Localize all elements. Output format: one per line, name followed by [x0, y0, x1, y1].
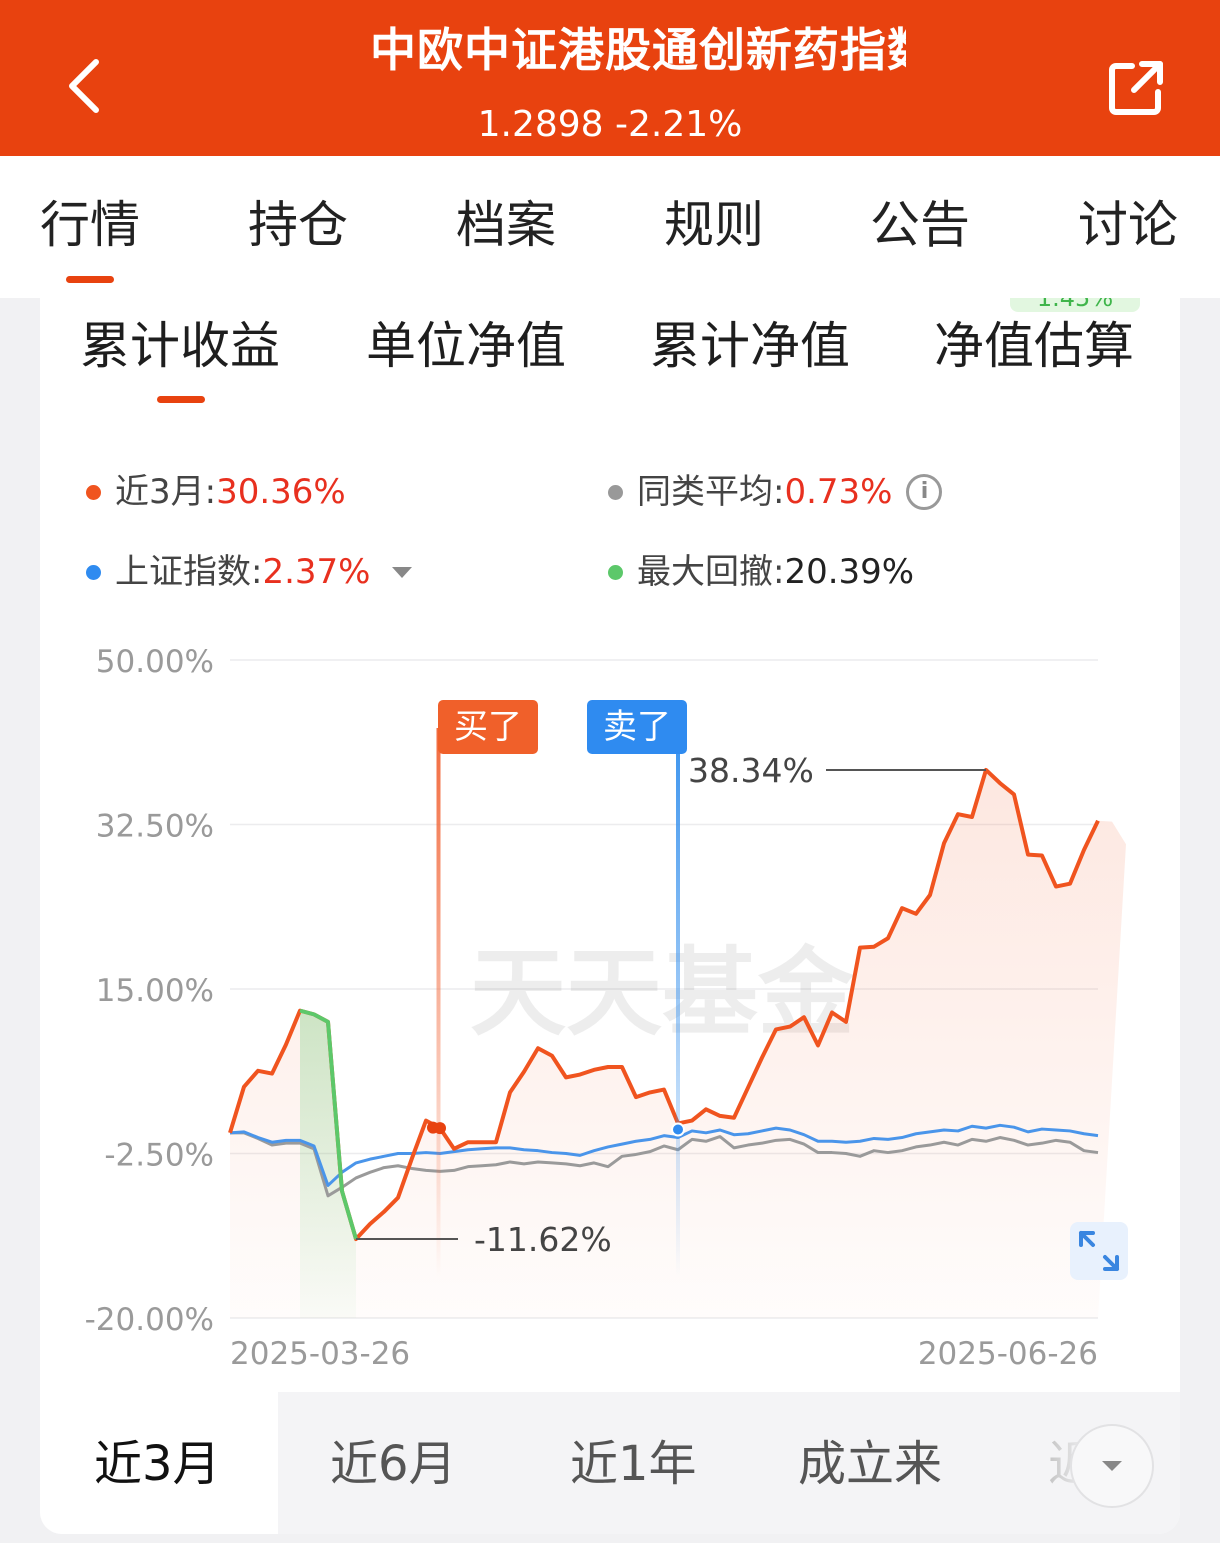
drawdown-area [300, 1010, 356, 1318]
x-tick-label: 2025-06-26 [918, 1336, 1098, 1372]
subtab-cumulative-nav[interactable]: 累计净值 [650, 317, 850, 375]
legend-fund-value: 30.36% [216, 472, 346, 512]
max-label: 38.34% [688, 751, 814, 790]
tab-discussion[interactable]: 讨论 [1078, 196, 1178, 254]
buy-tag-label: 买了 [454, 707, 522, 747]
legend-drawdown-label: 最大回撤: [637, 552, 785, 592]
subtab-cumulative-return[interactable]: 累计收益 [80, 317, 280, 375]
legend-index-value: 2.37% [262, 552, 371, 592]
y-tick-label: -2.50% [104, 1138, 214, 1174]
legend-peer: 同类平均: 0.73% i [608, 470, 943, 514]
legend-index-label: 上证指数: [115, 552, 263, 592]
legend-drawdown: 最大回撤: 20.39% [608, 550, 914, 594]
legend-fund: 近3月: 30.36% [86, 470, 346, 514]
x-tick-label: 2025-03-26 [230, 1336, 410, 1372]
y-tick-label: 15.00% [96, 973, 214, 1009]
legend-fund-dot [86, 484, 101, 500]
subtab-unit-nav[interactable]: 单位净值 [366, 317, 566, 375]
fund-price-change: 1.2898 -2.21% [477, 104, 743, 145]
tab-active-indicator [66, 276, 114, 283]
share-icon [1109, 61, 1163, 115]
legend-peer-label: 同类平均: [637, 472, 785, 512]
legend-fund-label: 近3月: [115, 472, 217, 512]
period-6m[interactable]: 近6月 [330, 1436, 457, 1492]
period-since-inception[interactable]: 成立来 [798, 1436, 943, 1492]
expand-button[interactable] [1070, 1222, 1128, 1280]
period-3m[interactable]: 近3月 [94, 1436, 221, 1492]
sell-dot [671, 1122, 685, 1137]
tab-market[interactable]: 行情 [40, 196, 140, 254]
share-button[interactable] [1096, 50, 1176, 126]
drawdown-line [299, 1008, 358, 1240]
legend-index[interactable]: 上证指数: 2.37% [86, 550, 413, 594]
legend-peer-value: 0.73% [784, 472, 893, 512]
legend-peer-dot [608, 484, 623, 500]
y-tick-label: -20.00% [85, 1302, 214, 1338]
info-icon[interactable]: i [906, 474, 943, 510]
legend-drawdown-dot [608, 564, 623, 580]
fund-title: 中欧中证港股通创新药指数 [370, 23, 906, 77]
buy-tag [438, 700, 538, 754]
chart-card: 1.45% 累计收益 单位净值 累计净值 净值估算 近3月: 30.36% 同类… [40, 298, 1180, 1534]
sell-tag-label: 卖了 [603, 707, 671, 747]
main-tabs: 行情 持仓 档案 规则 公告 讨论 [0, 156, 1220, 298]
chevron-left-icon [69, 59, 99, 113]
y-tick-label: 32.50% [96, 809, 214, 845]
period-active-bg [40, 1392, 278, 1534]
subtab-active-indicator [157, 396, 205, 403]
tab-holdings[interactable]: 持仓 [248, 196, 348, 254]
more-periods-button[interactable] [1070, 1424, 1154, 1508]
subtab-nav-estimate[interactable]: 净值估算 [934, 317, 1134, 375]
tab-profile[interactable]: 档案 [456, 196, 556, 254]
estimate-badge: 1.45% [1010, 298, 1140, 312]
dropdown-icon [1102, 1461, 1122, 1471]
buy-dot [434, 1122, 446, 1135]
tab-announcements[interactable]: 公告 [870, 196, 970, 254]
sell-tag [587, 700, 687, 754]
index-line [229, 1123, 1099, 1187]
legend-drawdown-value: 20.39% [784, 552, 915, 592]
min-label: -11.62% [474, 1220, 612, 1259]
fund-line [228, 767, 1100, 1242]
period-selector: 近3月 近6月 近1年 成立来 近 [40, 1392, 1180, 1534]
tab-rules[interactable]: 规则 [664, 196, 764, 254]
period-1y[interactable]: 近1年 [570, 1436, 697, 1492]
y-tick-label: 50.00% [96, 644, 214, 680]
expand-icon [1079, 1231, 1119, 1271]
top-bar: 中欧中证港股通创新药指数 1.2898 -2.21% [0, 0, 1220, 156]
fund-area [230, 769, 1126, 1318]
peer-line [230, 1131, 1099, 1198]
sell-marker-line [676, 728, 680, 1278]
legend-index-dot [86, 564, 101, 580]
buy-marker-line [436, 728, 441, 1278]
index-dropdown-icon[interactable] [392, 566, 413, 578]
back-button[interactable] [52, 48, 116, 124]
